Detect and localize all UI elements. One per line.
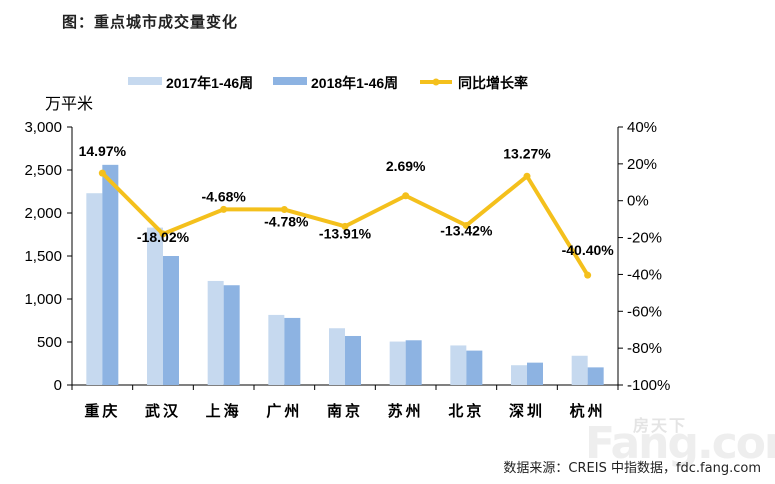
growth-data-label: 14.97% <box>79 143 127 159</box>
right-tick-label: -60% <box>627 303 662 320</box>
left-tick-label: 2,000 <box>24 205 62 222</box>
bar-2018 <box>587 367 604 385</box>
growth-point <box>523 172 531 180</box>
bar-2018 <box>527 362 543 385</box>
growth-data-label: -4.68% <box>201 188 246 204</box>
chart-title: 图：重点城市成交量变化 <box>62 13 239 31</box>
right-tick-label: -40% <box>627 266 662 283</box>
category-label: 苏州 <box>388 402 424 420</box>
right-tick-label: 0% <box>627 193 649 210</box>
category-label: 武汉 <box>145 402 181 420</box>
bar-2017 <box>389 341 406 385</box>
growth-data-label: 2.69% <box>386 158 426 174</box>
legend-swatch-2017 <box>128 77 162 85</box>
bar-2018 <box>466 350 483 385</box>
category-label: 重庆 <box>84 402 120 420</box>
left-tick-label: 2,500 <box>24 162 62 179</box>
legend-label: 2017年1-46周 <box>166 75 253 91</box>
growth-data-label: -4.78% <box>264 214 309 230</box>
right-tick-label: -100% <box>627 377 670 394</box>
bar-2017 <box>571 355 588 385</box>
growth-point <box>402 192 410 200</box>
left-tick-label: 1,500 <box>24 248 62 265</box>
category-label: 上海 <box>206 402 242 420</box>
bar-2018 <box>284 317 301 385</box>
category-label: 杭州 <box>570 402 606 420</box>
growth-point <box>159 230 167 238</box>
bar-2018 <box>163 256 179 385</box>
growth-point <box>462 221 470 229</box>
bar-2017 <box>450 345 467 385</box>
left-tick-label: 500 <box>37 334 62 351</box>
growth-data-label: -40.40% <box>562 242 615 258</box>
legend-label: 同比增长率 <box>458 75 528 92</box>
growth-point <box>584 271 592 279</box>
right-tick-label: -20% <box>627 230 662 247</box>
bar-2018 <box>102 164 119 385</box>
bar-2017 <box>86 193 103 385</box>
growth-data-label: -13.42% <box>440 222 493 238</box>
category-label: 北京 <box>448 402 484 420</box>
bar-2017 <box>329 328 345 385</box>
bar-2018 <box>223 285 240 385</box>
growth-point <box>220 205 228 213</box>
right-tick-label: 20% <box>627 156 657 173</box>
bar-2018 <box>345 335 361 385</box>
growth-point <box>280 206 288 214</box>
legend-label: 2018年1-46周 <box>311 75 398 91</box>
right-tick-label: -80% <box>627 340 662 357</box>
category-label: 南京 <box>327 402 363 420</box>
bar-2017 <box>511 365 527 385</box>
y-axis-label: 万平米 <box>45 94 93 113</box>
growth-point <box>341 222 349 230</box>
left-tick-label: 3,000 <box>24 119 62 136</box>
source-note: 数据来源：CREIS 中指数据，fdc.fang.com <box>503 461 761 476</box>
category-label: 深圳 <box>509 402 545 420</box>
bar-2017 <box>268 314 285 385</box>
bar-2017 <box>207 280 224 385</box>
category-label: 广州 <box>266 402 302 420</box>
growth-data-label: 13.27% <box>503 145 551 161</box>
left-tick-label: 0 <box>54 377 62 394</box>
growth-data-label: -18.02% <box>137 229 190 245</box>
right-tick-label: 40% <box>627 119 657 136</box>
bar-2017 <box>147 227 163 385</box>
growth-point <box>98 169 106 177</box>
legend-swatch-2018 <box>273 77 307 85</box>
legend-marker-growth <box>432 78 440 86</box>
growth-data-label: -13.91% <box>319 225 372 241</box>
bar-2018 <box>405 340 422 385</box>
left-tick-label: 1,000 <box>24 291 62 308</box>
